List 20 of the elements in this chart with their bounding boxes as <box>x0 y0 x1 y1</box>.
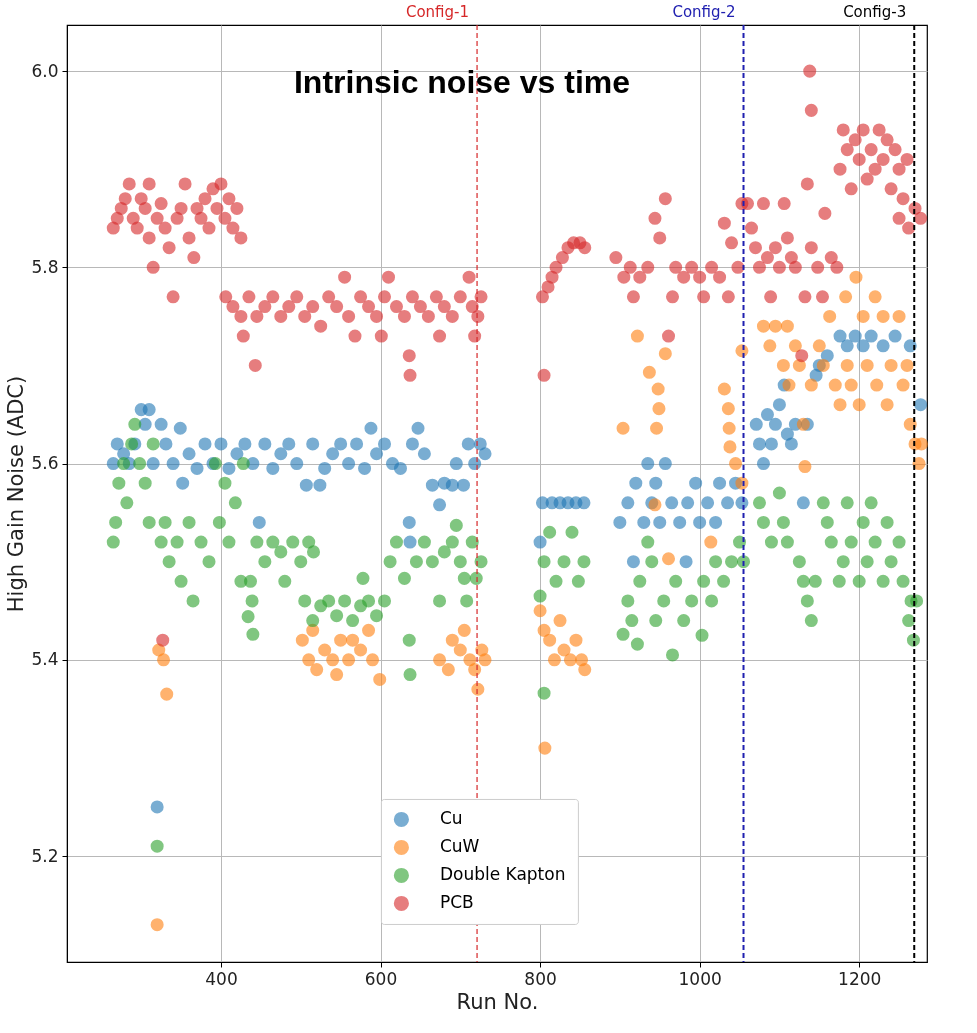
y-tick-label: 6.0 <box>31 60 59 81</box>
y-tick-label: 5.4 <box>31 649 59 670</box>
x-axis-title: Run No. <box>456 989 539 1014</box>
x-tick-label: 400 <box>205 968 238 989</box>
x-tick-label: 800 <box>524 968 557 989</box>
ref-line-label: Config-1 <box>405 3 470 21</box>
legend-label: PCB <box>439 892 474 913</box>
legend-label: Cu <box>439 808 463 829</box>
legend-label: CuW <box>439 836 480 857</box>
x-tick-label: 600 <box>364 968 398 989</box>
x-tick-label: 1000 <box>678 968 722 989</box>
y-tick-label: 5.8 <box>31 256 59 277</box>
y-tick-label: 5.6 <box>31 453 59 474</box>
y-tick-label: 5.2 <box>31 845 59 866</box>
text: Intrinsic noise vs time <box>293 64 631 100</box>
x-tick-label: 1200 <box>838 968 882 989</box>
ref-line-label: Config-2 <box>672 3 736 21</box>
legend-label: Double Kapton <box>439 864 566 885</box>
y-axis-title: High Gain Noise (ADC) <box>4 375 29 613</box>
ref-line-label: Config-3 <box>843 3 907 21</box>
